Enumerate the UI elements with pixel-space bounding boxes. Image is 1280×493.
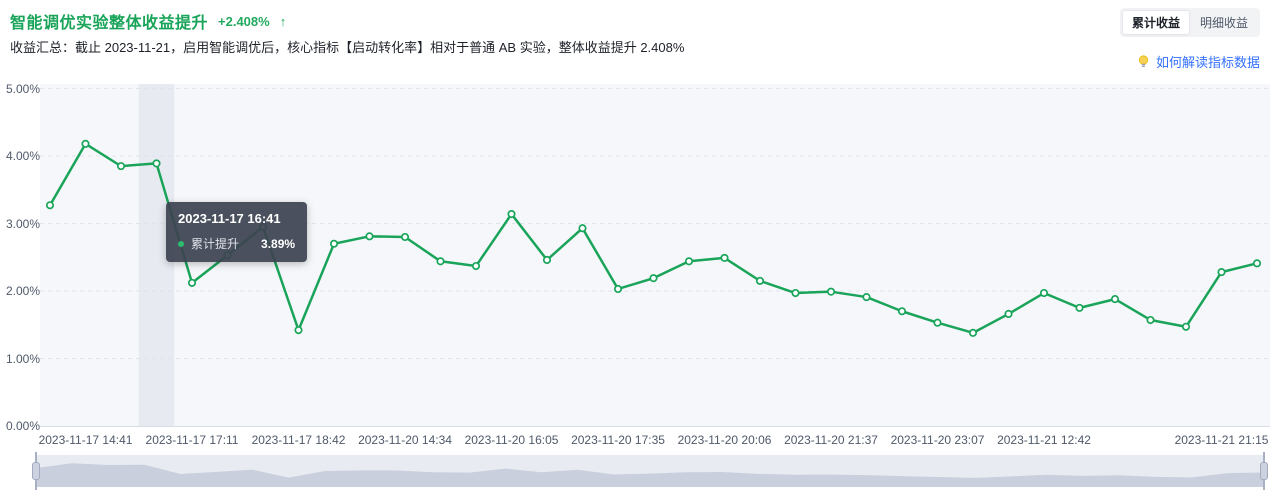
data-point[interactable] (897, 307, 907, 316)
x-axis-label: 2023-11-17 14:41 (38, 433, 133, 447)
tab-detail-revenue[interactable]: 明细收益 (1199, 16, 1248, 30)
y-axis: 0.00% 1.00% 2.00% 3.00% 4.00% 5.00% (0, 82, 40, 434)
revenue-view-switch: 累计收益 明细收益 (1119, 8, 1260, 37)
x-axis-label: 2023-11-17 17:11 (145, 433, 239, 447)
x-axis-label: 2023-11-21 21:15 (1174, 433, 1269, 447)
data-point[interactable] (933, 318, 942, 327)
datazoom-right-handle[interactable] (1260, 462, 1268, 480)
data-point[interactable] (578, 224, 587, 233)
x-axis-label: 2023-11-17 18:42 (251, 433, 346, 447)
data-point[interactable] (471, 261, 481, 271)
data-point[interactable] (1252, 259, 1262, 268)
data-point[interactable] (1004, 309, 1013, 319)
tooltip-series-name: 累计提升 (191, 237, 240, 251)
datazoom-left-handle[interactable] (32, 462, 40, 480)
data-point[interactable] (507, 210, 516, 219)
y-axis-label: 1.00% (6, 351, 41, 366)
data-point[interactable] (613, 284, 623, 294)
data-point[interactable] (329, 239, 339, 248)
series-dot-icon (178, 240, 184, 247)
data-point[interactable] (400, 232, 410, 242)
y-axis-label: 0.00% (6, 419, 41, 433)
data-point[interactable] (791, 288, 800, 298)
datazoom-preview-area (36, 463, 1264, 487)
header: 智能调优实验整体收益提升 +2.408% ↑ (10, 9, 286, 33)
x-axis: 2023-11-17 14:41 2023-11-17 17:11 2023-11-… (39, 433, 1270, 449)
x-axis-label: 2023-11-20 20:06 (677, 433, 772, 447)
data-point[interactable] (542, 255, 552, 265)
page-title: 智能调优实验整体收益提升 (10, 15, 209, 32)
delta-badge: +2.408% (218, 13, 270, 29)
x-axis-label: 2023-11-20 23:07 (890, 433, 985, 447)
data-point[interactable] (81, 139, 90, 148)
data-point[interactable] (720, 253, 729, 262)
y-axis-label: 2.00% (6, 284, 41, 298)
data-point[interactable] (187, 278, 197, 287)
y-axis-label: 5.00% (6, 81, 41, 96)
data-point[interactable] (826, 287, 836, 296)
revenue-summary-text: 收益汇总：截止 2023-11-21，启用智能调优后，核心指标【启动转化率】相对… (10, 40, 685, 55)
tooltip-series-value: 3.89% (261, 236, 296, 251)
how-to-read-metrics-link[interactable]: 如何解读指标数据 (1155, 55, 1260, 70)
x-axis-label: 2023-11-20 16:05 (464, 433, 559, 447)
tab-cumulative-revenue[interactable]: 累计收益 (1121, 10, 1190, 35)
x-axis-label: 2023-11-20 14:34 (358, 433, 452, 447)
data-point[interactable] (649, 274, 658, 283)
y-axis-label: 3.00% (6, 216, 41, 231)
data-point[interactable] (755, 276, 765, 285)
data-point[interactable] (1217, 268, 1226, 277)
data-point[interactable] (45, 201, 55, 210)
datazoom-track[interactable] (32, 452, 1268, 490)
x-axis-label: 2023-11-21 12:42 (997, 433, 1091, 447)
data-point[interactable] (152, 159, 161, 168)
data-point[interactable] (365, 232, 374, 241)
data-point[interactable] (862, 293, 871, 302)
x-axis-label: 2023-11-20 17:35 (571, 433, 665, 447)
plot-area[interactable]: 2023-11-17 16:41 累计提升 3.89% (40, 84, 1270, 427)
y-axis-label: 4.00% (6, 149, 41, 163)
data-point[interactable] (968, 328, 978, 337)
chart-tooltip: 2023-11-17 16:41 累计提升 3.89% (166, 202, 308, 262)
data-point[interactable] (1146, 315, 1155, 325)
data-point[interactable] (294, 326, 303, 335)
data-point[interactable] (1110, 295, 1120, 304)
data-point[interactable] (116, 162, 126, 171)
help-row: 如何解读指标数据 (1136, 52, 1260, 71)
x-axis-label: 2023-11-20 21:37 (784, 433, 878, 447)
data-point[interactable] (1075, 303, 1084, 312)
data-point[interactable] (684, 257, 694, 266)
data-point[interactable] (436, 257, 445, 266)
data-point[interactable] (1181, 322, 1191, 331)
lightbulb-icon (1138, 55, 1149, 68)
up-arrow-icon: ↑ (279, 13, 287, 29)
tooltip-timestamp: 2023-11-17 16:41 (178, 211, 281, 226)
data-point[interactable] (1039, 288, 1049, 298)
